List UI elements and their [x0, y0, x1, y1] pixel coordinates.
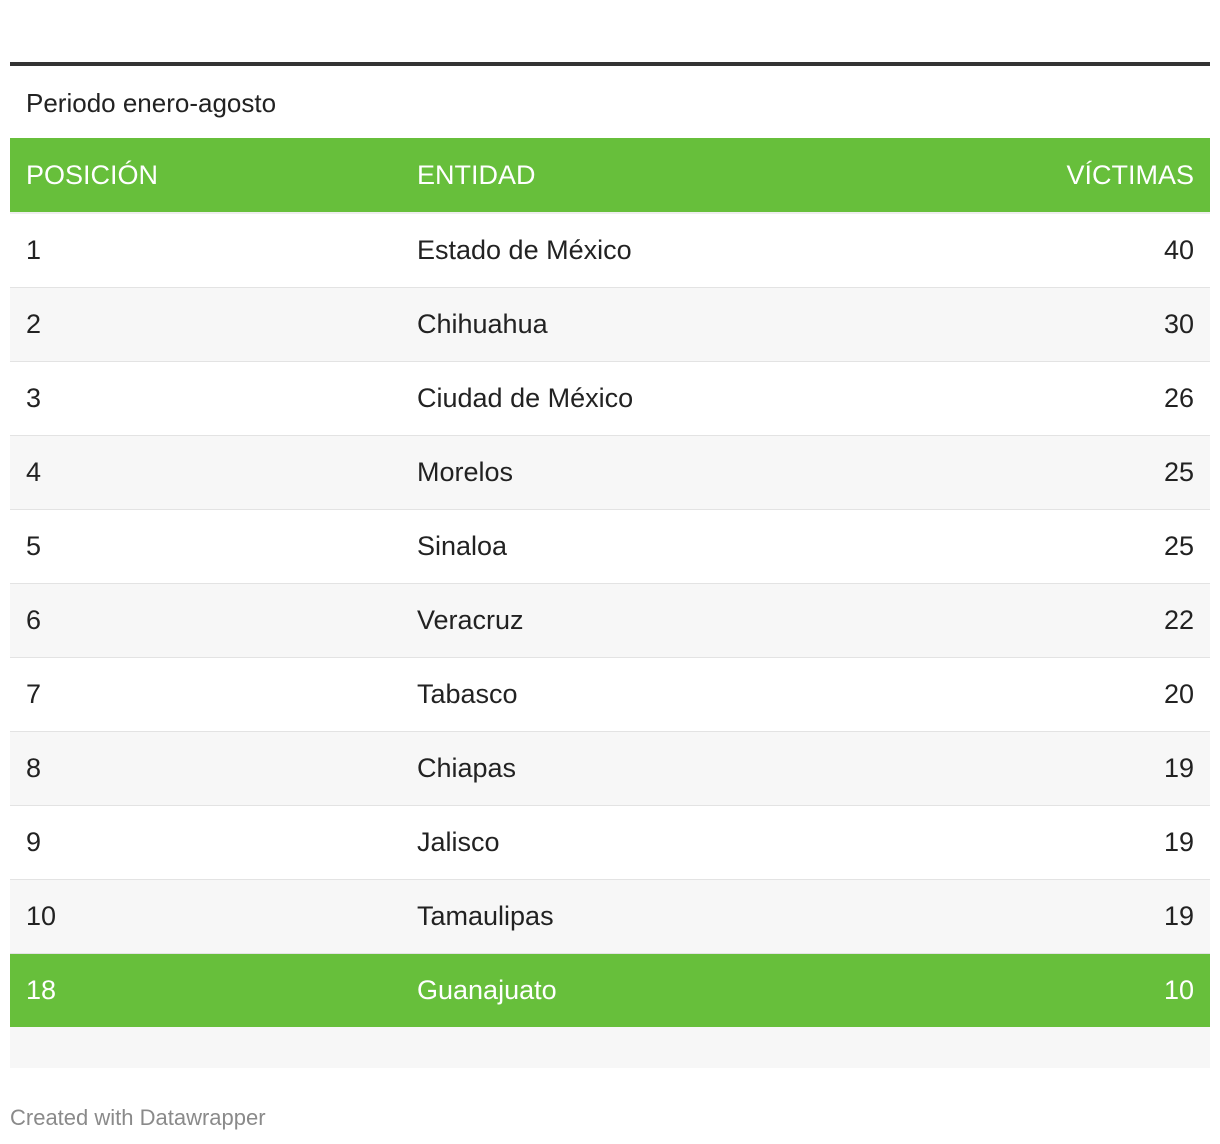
cell-posicion: 6 — [10, 583, 401, 658]
table-chart: Periodo enero-agosto POSICIÓN ENTIDAD VÍ… — [10, 62, 1210, 1068]
cell-entidad: Tabasco — [401, 657, 883, 732]
cell-victimas: 10 — [883, 953, 1210, 1027]
table-row: 10 Tamaulipas 19 — [10, 879, 1210, 954]
cell-victimas: 25 — [883, 509, 1210, 584]
cell-victimas: 19 — [883, 879, 1210, 954]
table-row: 8 Chiapas 19 — [10, 731, 1210, 806]
table-row: 2 Chihuahua 30 — [10, 287, 1210, 362]
cell-victimas: 22 — [883, 583, 1210, 658]
cell-entidad: Jalisco — [401, 805, 883, 880]
cell-posicion: 8 — [10, 731, 401, 806]
cell-posicion: 4 — [10, 435, 401, 510]
top-rule — [10, 62, 1210, 66]
table-row: 7 Tabasco 20 — [10, 657, 1210, 732]
chart-subtitle: Periodo enero-agosto — [26, 88, 277, 118]
cell-posicion: 7 — [10, 657, 401, 732]
cell-posicion: 9 — [10, 805, 401, 880]
table-row: 9 Jalisco 19 — [10, 805, 1210, 880]
table-body: 1 Estado de México 40 2 Chihuahua 30 3 Ciudad d… — [10, 213, 1210, 1027]
cell-victimas: 30 — [883, 287, 1210, 362]
cell-entidad: Sinaloa — [401, 509, 883, 584]
cell-victimas: 26 — [883, 361, 1210, 436]
cell-entidad: Morelos — [401, 435, 883, 510]
cell-entidad: Veracruz — [401, 583, 883, 658]
cell-posicion: 3 — [10, 361, 401, 436]
data-table: POSICIÓN ENTIDAD VÍCTIMAS 1 Estado de Méx… — [10, 138, 1210, 1027]
column-header-victimas[interactable]: VÍCTIMAS — [883, 138, 1210, 214]
cell-entidad: Chiapas — [401, 731, 883, 806]
cell-victimas: 40 — [883, 213, 1210, 288]
cell-entidad: Ciudad de México — [401, 361, 883, 436]
cell-posicion: 2 — [10, 287, 401, 362]
cell-posicion: 10 — [10, 879, 401, 954]
cell-victimas: 20 — [883, 657, 1210, 732]
table-row: 3 Ciudad de México 26 — [10, 361, 1210, 436]
column-header-entidad[interactable]: ENTIDAD — [401, 138, 883, 214]
cell-entidad: Guanajuato — [401, 953, 883, 1027]
cell-posicion: 18 — [10, 953, 401, 1027]
table-row: 5 Sinaloa 25 — [10, 509, 1210, 584]
table-bottom-spacer — [10, 1027, 1210, 1068]
table-row: 4 Morelos 25 — [10, 435, 1210, 510]
cell-victimas: 19 — [883, 731, 1210, 806]
cell-posicion: 5 — [10, 509, 401, 584]
cell-entidad: Tamaulipas — [401, 879, 883, 954]
cell-entidad: Estado de México — [401, 213, 883, 288]
header-row: POSICIÓN ENTIDAD VÍCTIMAS — [10, 138, 1210, 214]
cell-entidad: Chihuahua — [401, 287, 883, 362]
cell-posicion: 1 — [10, 213, 401, 288]
cell-victimas: 19 — [883, 805, 1210, 880]
table-row: 6 Veracruz 22 — [10, 583, 1210, 658]
table-row-highlighted: 18 Guanajuato 10 — [10, 953, 1210, 1027]
cell-victimas: 25 — [883, 435, 1210, 510]
column-header-posicion[interactable]: POSICIÓN — [10, 138, 401, 214]
footer-credit[interactable]: Created with Datawrapper — [10, 1105, 266, 1130]
table-row: 1 Estado de México 40 — [10, 213, 1210, 288]
